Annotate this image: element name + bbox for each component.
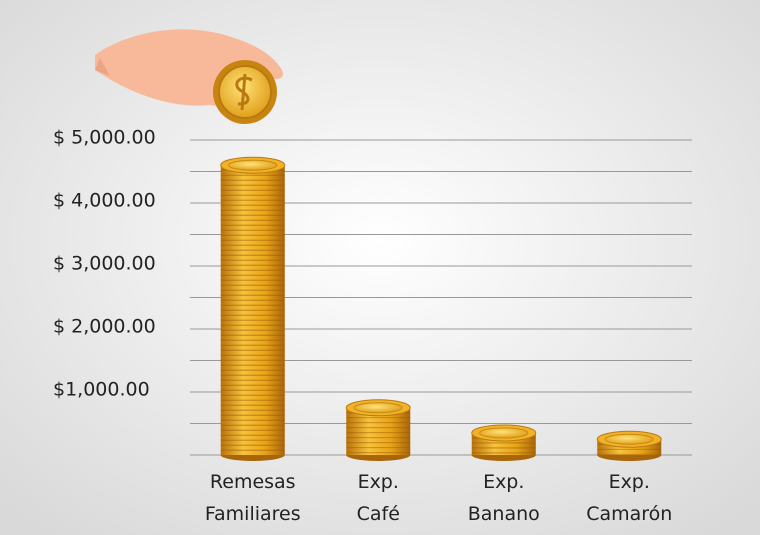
y-tick-label: $ 4,000.00 xyxy=(53,190,156,212)
stack-top-face xyxy=(480,428,528,438)
x-tick-label-line: Exp. xyxy=(609,471,650,493)
y-tick-label: $ 2,000.00 xyxy=(53,316,156,338)
stack-top-face xyxy=(229,160,277,170)
stack-top-face xyxy=(605,434,653,444)
y-tick-label: $ 3,000.00 xyxy=(53,253,156,275)
x-tick-label-line: Exp. xyxy=(358,471,399,493)
y-tick-label: $1,000.00 xyxy=(53,379,150,401)
x-tick-label-line: Café xyxy=(357,503,400,525)
x-tick-label-line: Camarón xyxy=(586,503,672,525)
x-tick-label-line: Remesas xyxy=(210,471,296,493)
chart: $1,000.00 $ 2,000.00 $ 3,000.00 $ 4,000.00 $… xyxy=(0,0,760,535)
x-tick-label-line: Exp. xyxy=(483,471,524,493)
stack-top-face xyxy=(354,403,402,413)
x-tick-label-line: Banano xyxy=(468,503,540,525)
x-tick-label-line: Familiares xyxy=(205,503,301,525)
page: $1,000.00 $ 2,000.00 $ 3,000.00 $ 4,000.00 $… xyxy=(0,0,760,535)
y-tick-label: $ 5,000.00 xyxy=(53,127,156,149)
